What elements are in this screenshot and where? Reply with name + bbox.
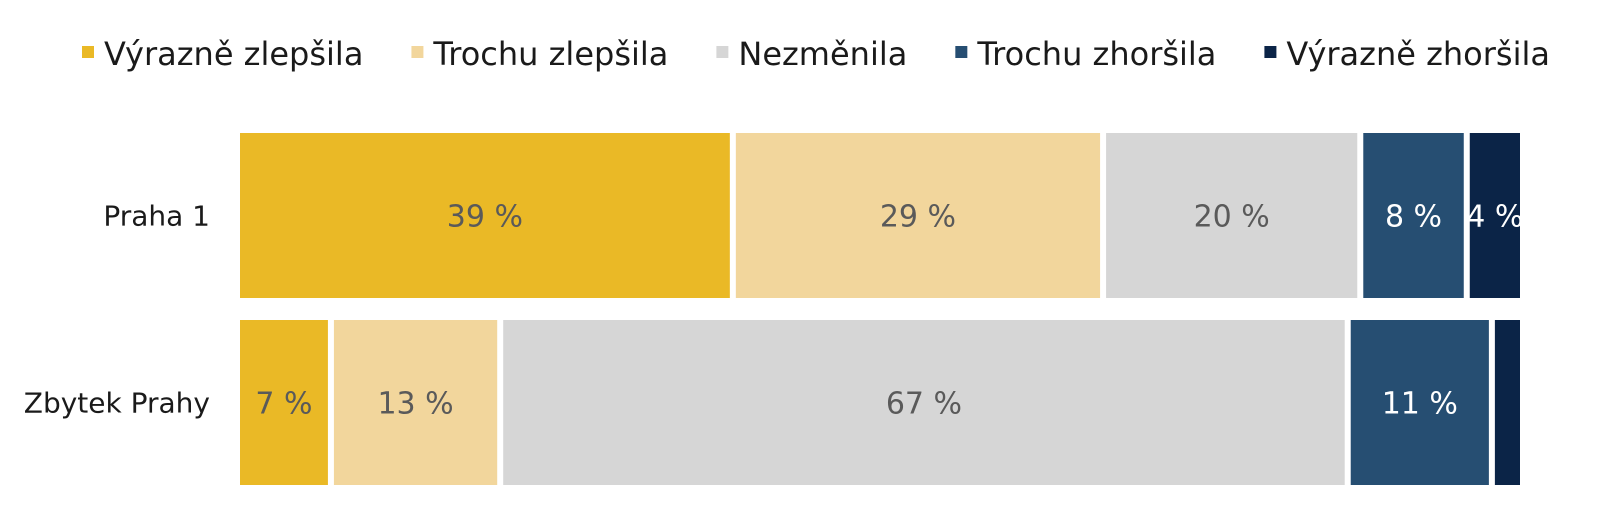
data-label: 4 % bbox=[1466, 200, 1523, 235]
data-label: 8 % bbox=[1385, 200, 1442, 235]
data-label: 67 % bbox=[886, 387, 962, 422]
legend-item-5: Výrazně zhoršila bbox=[1264, 35, 1550, 73]
bar-segment bbox=[1350, 320, 1489, 485]
bar-segment bbox=[1106, 133, 1358, 298]
legend-item-3: Nezměnila bbox=[716, 35, 907, 73]
legend-swatch bbox=[1264, 46, 1277, 58]
data-label: 13 % bbox=[377, 387, 453, 422]
category-label: Praha 1 bbox=[103, 200, 210, 233]
data-label: 11 % bbox=[1382, 387, 1458, 422]
bar-segment bbox=[1363, 133, 1464, 298]
category-label: Zbytek Prahy bbox=[24, 387, 210, 420]
data-label: 20 % bbox=[1194, 200, 1270, 235]
bar-segment bbox=[735, 133, 1101, 298]
data-label: 39 % bbox=[447, 200, 523, 235]
legend-label: Výrazně zhoršila bbox=[1286, 35, 1550, 73]
bar-segment bbox=[240, 320, 328, 485]
legend-item-4: Trochu zhoršila bbox=[955, 35, 1216, 73]
legend-label: Nezměnila bbox=[738, 35, 907, 73]
legend-label: Trochu zlepšila bbox=[432, 35, 668, 73]
legend-item-2: Trochu zlepšila bbox=[411, 35, 668, 73]
legend-label: Trochu zhoršila bbox=[976, 35, 1216, 73]
legend-item-1: Výrazně zlepšila bbox=[82, 35, 363, 73]
legend-swatch bbox=[955, 46, 968, 58]
bar-segment bbox=[503, 320, 1345, 485]
legend: Výrazně zlepšila Trochu zlepšila Nezměnila… bbox=[82, 35, 1550, 73]
data-label: 7 % bbox=[255, 387, 312, 422]
data-labels: 39 % 29 % 20 % 8 % 4 % 7 % 13 % 67 % 11 % bbox=[255, 200, 1523, 422]
bar-segment bbox=[1494, 320, 1520, 485]
bar-segment bbox=[333, 320, 498, 485]
category-labels: Praha 1 Zbytek Prahy bbox=[24, 200, 210, 420]
bar-segment bbox=[240, 133, 730, 298]
legend-swatch bbox=[82, 46, 94, 58]
legend-label: Výrazně zlepšila bbox=[104, 35, 363, 73]
bar-segment bbox=[1469, 133, 1520, 298]
legend-swatch bbox=[411, 46, 424, 58]
data-label: 29 % bbox=[880, 200, 956, 235]
legend-swatch bbox=[716, 46, 729, 58]
bars bbox=[240, 133, 1520, 485]
